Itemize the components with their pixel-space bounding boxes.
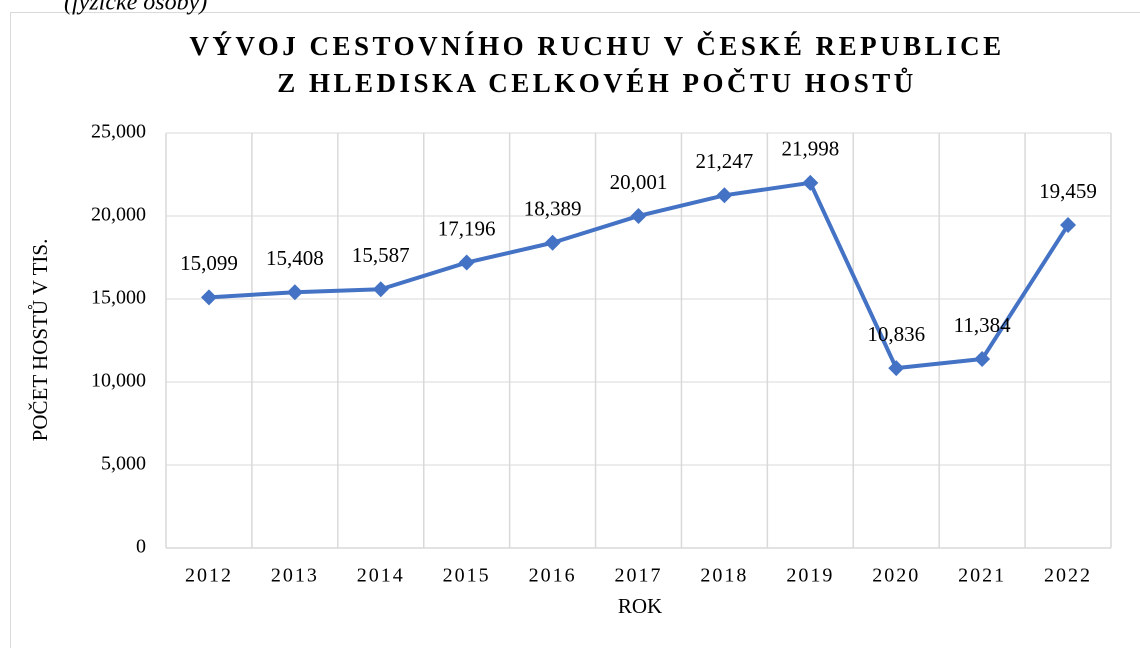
data-label: 10,836 <box>867 322 925 346</box>
data-label: 15,408 <box>266 246 324 270</box>
y-tick-label: 15,000 <box>91 287 146 309</box>
chart-title: Z HLEDISKA CELKOVÉH POČTU HOSTŮ <box>277 67 917 98</box>
data-label: 11,384 <box>954 313 1011 337</box>
data-label: 20,001 <box>610 170 668 194</box>
point-marker <box>1060 216 1077 233</box>
point-marker <box>458 254 475 271</box>
point-marker <box>200 289 217 306</box>
y-axis-title: POČET HOSTŮ V TIS. <box>28 239 52 442</box>
x-tick-label: 2020 <box>872 565 920 587</box>
chart-frame <box>10 12 1140 648</box>
point-marker <box>716 187 733 204</box>
y-tick-label: 10,000 <box>91 370 146 392</box>
x-tick-label: 2016 <box>529 565 577 587</box>
y-tick-label: 20,000 <box>91 204 146 226</box>
data-label: 18,389 <box>524 197 582 221</box>
point-marker <box>286 284 303 301</box>
point-marker <box>544 234 561 251</box>
y-tick-label: 0 <box>136 536 146 558</box>
x-axis-title: ROK <box>618 594 662 618</box>
point-marker <box>630 207 647 224</box>
data-label: 21,998 <box>781 137 839 161</box>
data-label: 15,099 <box>180 251 238 275</box>
y-tick-label: 25,000 <box>91 121 146 143</box>
point-marker <box>372 281 389 298</box>
point-marker <box>888 360 905 377</box>
x-tick-label: 2014 <box>357 565 405 587</box>
data-label: 19,459 <box>1039 179 1097 203</box>
y-tick-label: 5,000 <box>101 453 146 475</box>
x-tick-label: 2015 <box>443 565 491 587</box>
x-tick-label: 2019 <box>786 565 834 587</box>
x-tick-label: 2017 <box>615 565 663 587</box>
data-label: 17,196 <box>438 216 496 240</box>
data-label: 21,247 <box>696 149 754 173</box>
x-tick-label: 2021 <box>958 565 1006 587</box>
data-label: 15,587 <box>352 243 410 267</box>
x-tick-label: 2018 <box>700 565 748 587</box>
x-tick-label: 2012 <box>185 565 233 587</box>
chart-title: VÝVOJ CESTOVNÍHO RUCHU V ČESKÉ REPUBLICE <box>189 31 1004 61</box>
caption: (fyzické osoby) <box>64 0 207 16</box>
x-tick-label: 2022 <box>1044 565 1092 587</box>
x-tick-label: 2013 <box>271 565 319 587</box>
point-marker <box>974 351 991 368</box>
point-marker <box>802 174 819 191</box>
